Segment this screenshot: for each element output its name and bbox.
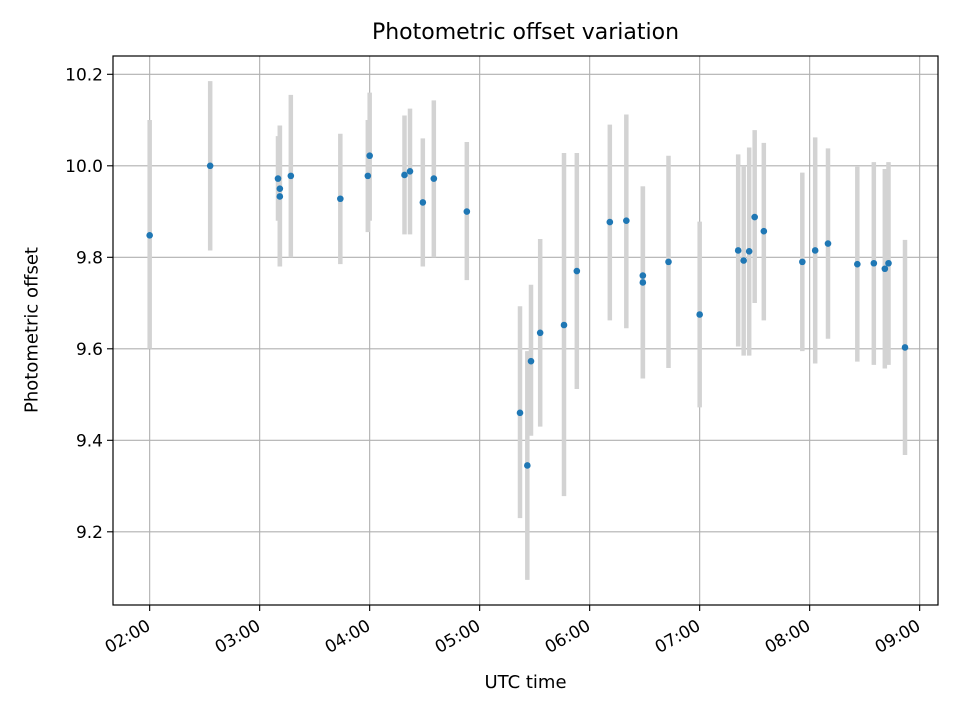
x-tick-label: 08:00 xyxy=(762,616,814,658)
data-point xyxy=(527,357,535,365)
data-point xyxy=(751,213,758,221)
x-tick-label: 04:00 xyxy=(322,616,374,658)
x-tick-label: 02:00 xyxy=(102,616,154,658)
data-point xyxy=(639,279,647,286)
data-point xyxy=(366,152,373,160)
data-point xyxy=(419,199,427,206)
data-point xyxy=(665,258,672,266)
y-tick-label: 9.2 xyxy=(76,523,103,543)
data-point xyxy=(740,257,747,264)
data-point xyxy=(885,259,892,267)
data-point xyxy=(524,462,531,469)
axes-frame xyxy=(112,55,939,606)
x-tick-label: 05:00 xyxy=(432,616,484,658)
data-point xyxy=(206,162,214,170)
data-point xyxy=(824,240,832,247)
data-point xyxy=(430,175,438,182)
x-tick-label: 07:00 xyxy=(652,616,704,658)
x-tick-label: 03:00 xyxy=(212,616,264,658)
data-point xyxy=(881,265,889,273)
data-point xyxy=(536,329,544,337)
data-point xyxy=(696,311,703,318)
data-point xyxy=(734,247,742,254)
data-point xyxy=(516,409,524,417)
data-point xyxy=(146,232,153,239)
data-point xyxy=(276,193,284,200)
data-point xyxy=(745,248,753,255)
x-axis-label: UTC time xyxy=(484,672,567,693)
data-point xyxy=(901,344,909,351)
data-point xyxy=(870,259,878,267)
data-point xyxy=(811,247,819,254)
data-point xyxy=(573,267,581,275)
data-point xyxy=(854,260,861,268)
y-tick-label: 10.0 xyxy=(65,157,103,177)
data-point xyxy=(760,227,768,235)
y-axis-label: Photometric offset xyxy=(21,247,43,413)
data-point xyxy=(560,321,568,329)
data-point xyxy=(274,175,282,182)
x-tick-label: 09:00 xyxy=(872,616,924,658)
data-point xyxy=(463,208,471,215)
data-point xyxy=(606,218,614,226)
y-tick-label: 10.2 xyxy=(65,65,103,85)
data-point xyxy=(364,172,372,180)
y-tick-label: 9.6 xyxy=(76,340,103,360)
data-point xyxy=(337,195,344,203)
x-tick-label: 06:00 xyxy=(542,616,594,658)
y-tick-label: 9.8 xyxy=(76,248,103,268)
data-point xyxy=(406,167,414,175)
data-point xyxy=(401,171,408,179)
data-point xyxy=(639,272,647,279)
data-point xyxy=(623,217,630,224)
data-point xyxy=(276,185,284,192)
data-point xyxy=(287,172,295,180)
chart-title: Photometric offset variation xyxy=(371,20,680,45)
data-point xyxy=(799,258,806,266)
y-tick-label: 9.4 xyxy=(76,431,103,451)
